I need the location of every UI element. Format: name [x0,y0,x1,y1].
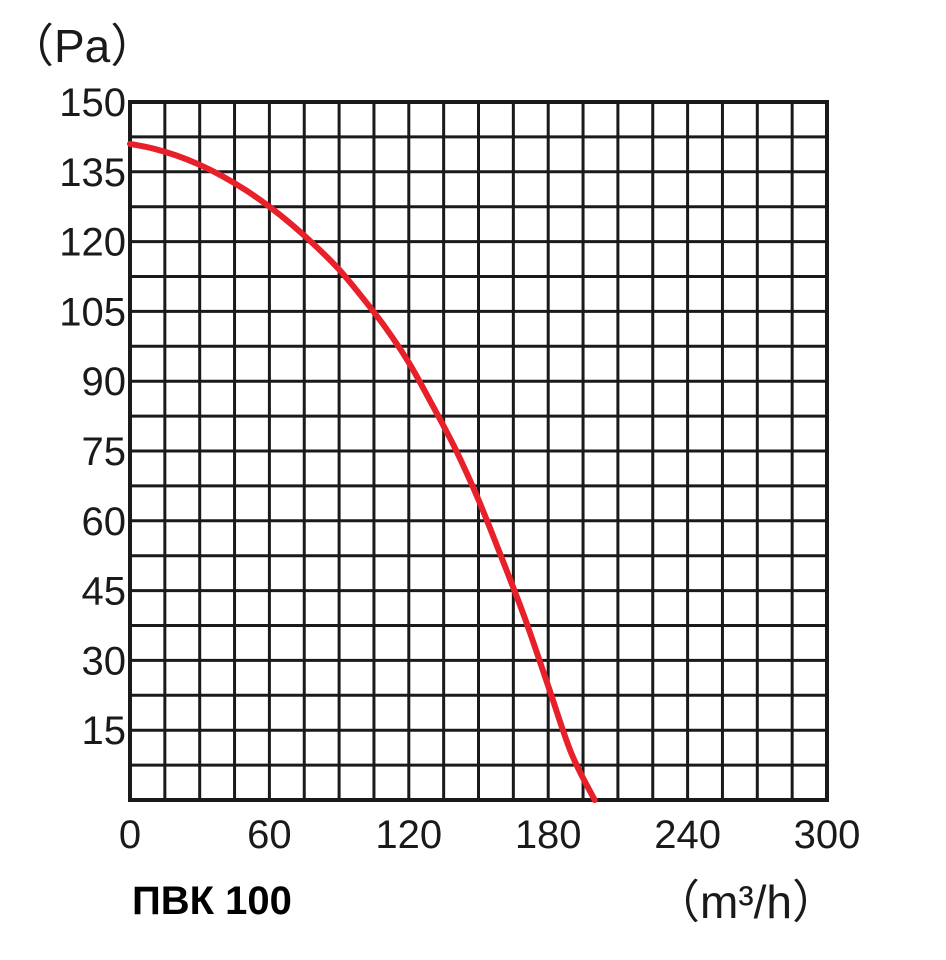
y-axis-label: （Pa） [8,20,156,72]
y-tick-label: 90 [82,360,127,404]
x-axis-label: （m³/h） [654,876,838,928]
x-tick-label: 60 [247,813,292,857]
x-tick-label: 120 [375,813,442,857]
y-axis-ticks: 150 135 120 105 90 75 60 45 30 15 [59,81,126,753]
y-tick-label: 120 [59,221,126,265]
y-tick-label: 45 [82,570,127,614]
y-tick-label: 105 [59,290,126,334]
x-tick-label: 300 [794,813,861,857]
x-tick-label: 240 [654,813,721,857]
grid [130,102,827,800]
plot-frame [128,100,829,802]
x-tick-label: 180 [515,813,582,857]
x-tick-label: 0 [119,813,141,857]
x-axis-ticks: 0 60 120 180 240 300 [119,813,861,857]
series-line [127,140,598,803]
y-tick-label: 135 [59,151,126,195]
y-tick-label: 30 [82,639,127,683]
y-tick-label: 15 [82,709,127,753]
y-tick-label: 150 [59,81,126,125]
y-tick-label: 60 [82,500,127,544]
y-tick-label: 75 [82,430,127,474]
model-label: ПВК 100 [132,879,292,923]
